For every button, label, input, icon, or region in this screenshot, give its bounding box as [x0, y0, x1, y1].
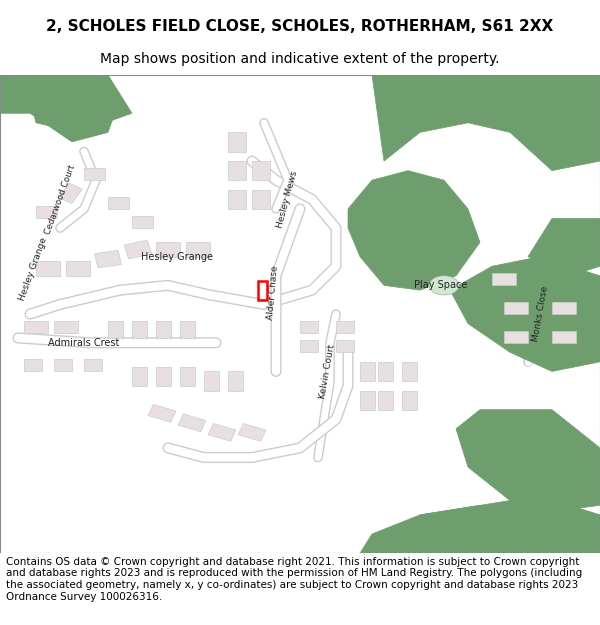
Text: Hesley Grange: Hesley Grange: [141, 252, 213, 262]
Polygon shape: [36, 261, 60, 276]
Polygon shape: [132, 367, 147, 386]
Polygon shape: [156, 242, 180, 257]
Polygon shape: [84, 168, 105, 180]
Polygon shape: [132, 321, 147, 338]
Polygon shape: [552, 302, 576, 314]
Polygon shape: [84, 359, 102, 371]
Polygon shape: [36, 206, 57, 218]
Polygon shape: [124, 240, 152, 259]
Polygon shape: [156, 367, 171, 386]
Polygon shape: [360, 362, 375, 381]
Polygon shape: [336, 321, 354, 333]
Text: Monks Close: Monks Close: [530, 286, 550, 342]
Polygon shape: [552, 331, 576, 342]
Polygon shape: [300, 321, 318, 333]
Polygon shape: [24, 321, 48, 333]
Polygon shape: [402, 391, 417, 410]
Text: Map shows position and indicative extent of the property.: Map shows position and indicative extent…: [100, 52, 500, 66]
Polygon shape: [336, 341, 354, 352]
Polygon shape: [252, 161, 270, 180]
Polygon shape: [24, 359, 42, 371]
Polygon shape: [228, 132, 246, 151]
Polygon shape: [178, 414, 206, 432]
Polygon shape: [208, 424, 236, 441]
Polygon shape: [180, 321, 195, 338]
Text: Alder Chase: Alder Chase: [266, 265, 280, 320]
Text: Contains OS data © Crown copyright and database right 2021. This information is : Contains OS data © Crown copyright and d…: [6, 557, 582, 601]
Polygon shape: [186, 242, 210, 257]
Polygon shape: [180, 367, 195, 386]
Polygon shape: [0, 75, 120, 142]
Polygon shape: [156, 321, 171, 338]
Polygon shape: [504, 331, 528, 342]
Polygon shape: [372, 75, 600, 171]
Polygon shape: [492, 273, 516, 286]
Text: Hesley Grange: Hesley Grange: [17, 236, 49, 302]
Polygon shape: [360, 505, 600, 553]
Polygon shape: [378, 391, 393, 410]
Ellipse shape: [429, 276, 459, 295]
Polygon shape: [228, 161, 246, 180]
Text: Admirals Crest: Admirals Crest: [49, 338, 119, 348]
Polygon shape: [420, 496, 600, 553]
Polygon shape: [66, 261, 90, 276]
Polygon shape: [450, 257, 600, 371]
Polygon shape: [54, 321, 78, 333]
Polygon shape: [402, 362, 417, 381]
Polygon shape: [252, 190, 270, 209]
Polygon shape: [378, 362, 393, 381]
Polygon shape: [238, 424, 266, 441]
Text: Play Space: Play Space: [415, 281, 467, 291]
Polygon shape: [204, 371, 219, 391]
Text: Kelvin Court: Kelvin Court: [318, 344, 336, 399]
Polygon shape: [456, 410, 600, 515]
Polygon shape: [108, 197, 129, 209]
Polygon shape: [300, 341, 318, 352]
Polygon shape: [108, 321, 123, 338]
Polygon shape: [54, 359, 72, 371]
Text: 2, SCHOLES FIELD CLOSE, SCHOLES, ROTHERHAM, S61 2XX: 2, SCHOLES FIELD CLOSE, SCHOLES, ROTHERH…: [46, 19, 554, 34]
Polygon shape: [228, 371, 243, 391]
Polygon shape: [132, 216, 153, 228]
Polygon shape: [24, 75, 132, 132]
Text: Hesley Mews: Hesley Mews: [275, 170, 299, 229]
Polygon shape: [504, 302, 528, 314]
Polygon shape: [95, 251, 121, 268]
Text: Cedarwood Court: Cedarwood Court: [43, 163, 77, 236]
Polygon shape: [360, 391, 375, 410]
Polygon shape: [59, 183, 82, 204]
Polygon shape: [148, 404, 176, 422]
Polygon shape: [228, 190, 246, 209]
Polygon shape: [348, 171, 480, 290]
Polygon shape: [528, 218, 600, 276]
